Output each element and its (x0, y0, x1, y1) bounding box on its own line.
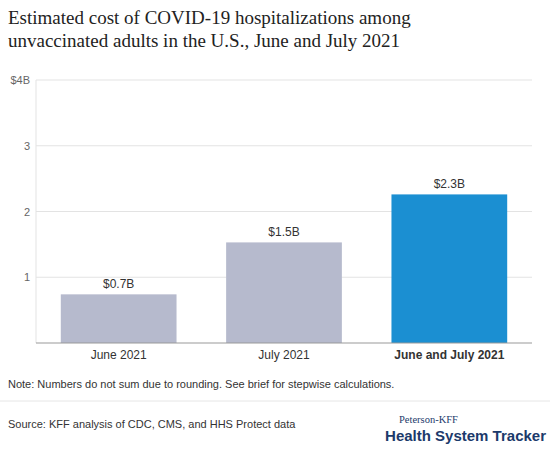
y-tick-label: $4B (10, 74, 30, 86)
data-label: $2.3B (434, 177, 465, 191)
y-axis-line (36, 80, 37, 343)
grid-line (36, 145, 532, 146)
bar (61, 294, 177, 343)
y-tick-label: 3 (24, 140, 30, 152)
grid-line (36, 80, 532, 81)
x-tick-label: June and July 2021 (394, 348, 504, 362)
chart-container: Estimated cost of COVID-19 hospitalizati… (0, 0, 550, 457)
credit-title: Health System Tracker (385, 427, 546, 444)
data-label: $0.7B (103, 277, 134, 291)
title-line: Estimated cost of COVID-19 hospitalizati… (8, 7, 411, 28)
chart-title: Estimated cost of COVID-19 hospitalizati… (8, 7, 411, 51)
y-tick-label: 2 (24, 206, 30, 218)
y-tick-label: 1 (24, 271, 30, 283)
chart-svg: Estimated cost of COVID-19 hospitalizati… (0, 0, 550, 457)
source: Source: KFF analysis of CDC, CMS, and HH… (8, 418, 296, 430)
x-axis-line (36, 343, 532, 344)
x-tick-label: June 2021 (91, 348, 147, 362)
bars (61, 194, 507, 343)
bar (226, 242, 342, 343)
note: Note: Numbers do not sum due to rounding… (8, 378, 394, 390)
separator (0, 401, 550, 402)
bar (391, 194, 507, 343)
title-line: unvaccinated adults in the U.S., June an… (8, 30, 400, 51)
x-tick-label: July 2021 (258, 348, 310, 362)
credit-org: Peterson-KFF (399, 414, 458, 425)
data-label: $1.5B (268, 225, 299, 239)
